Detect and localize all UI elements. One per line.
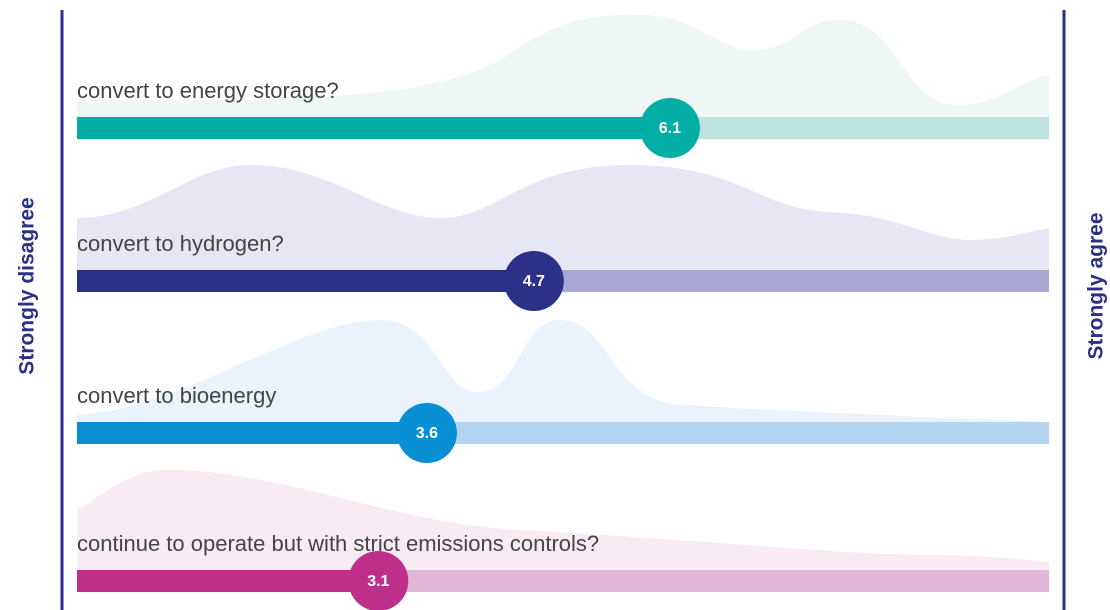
bar [77, 270, 534, 292]
value-label: 4.7 [523, 273, 545, 290]
category-label: convert to energy storage? [77, 78, 339, 103]
distribution-shape [77, 15, 1049, 140]
distribution-shape [77, 320, 1049, 444]
knob [348, 551, 409, 610]
bar [77, 570, 379, 592]
value-label: 6.1 [659, 120, 681, 137]
distribution-shape [77, 470, 1049, 592]
knob [639, 98, 700, 158]
value-label: 3.6 [416, 425, 438, 442]
value-label: 3.1 [367, 573, 389, 590]
category-label: convert to hydrogen? [77, 231, 284, 256]
bar [77, 117, 670, 139]
knob [396, 403, 457, 463]
category-label: convert to bioenergy [77, 383, 276, 408]
knob [503, 251, 564, 311]
bar [77, 422, 427, 444]
distribution-shape [77, 165, 1049, 292]
left-label: Strongly disagree [16, 197, 39, 374]
category-label: continue to operate but with strict emis… [77, 531, 599, 556]
right-label: Strongly agree [1085, 212, 1108, 359]
